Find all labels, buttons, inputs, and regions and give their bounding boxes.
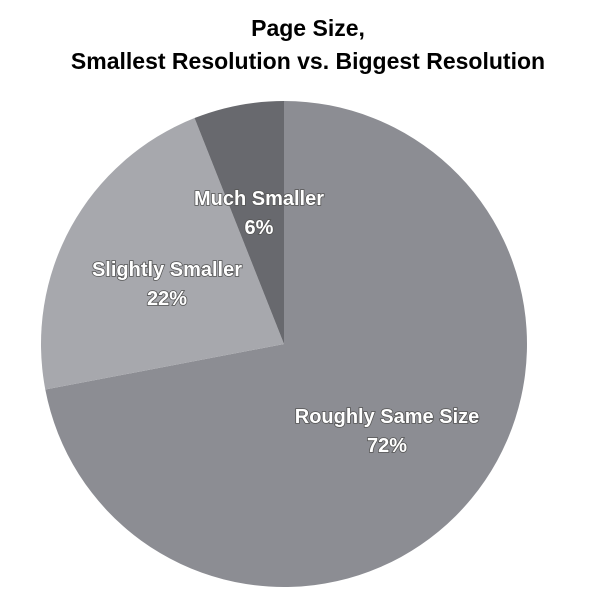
pie-slice-much-smaller — [194, 101, 284, 344]
chart-title-line-1: Page Size, — [251, 15, 365, 41]
pie-slice-slightly-smaller — [40, 118, 284, 390]
pie-slice-roughly-same-size — [45, 101, 527, 587]
slice-value-roughly-same-size: 72% — [367, 435, 407, 457]
slice-label-roughly-same-size: Roughly Same Size — [295, 406, 480, 428]
pie-labels: Roughly Same Size 72% Slightly Smaller 22% M… — [91, 187, 480, 458]
chart-title: Page Size, Smallest Resolution vs. Bigge… — [0, 12, 616, 78]
slice-value-much-smaller: 6% — [245, 217, 274, 239]
pie-slices — [40, 101, 527, 587]
slice-label-slightly-smaller: Slightly Smaller — [92, 259, 242, 281]
slice-label-much-smaller: Much Smaller — [194, 188, 324, 210]
slice-value-slightly-smaller: 22% — [147, 288, 187, 310]
chart-title-line-2: Smallest Resolution vs. Biggest Resoluti… — [70, 48, 546, 74]
